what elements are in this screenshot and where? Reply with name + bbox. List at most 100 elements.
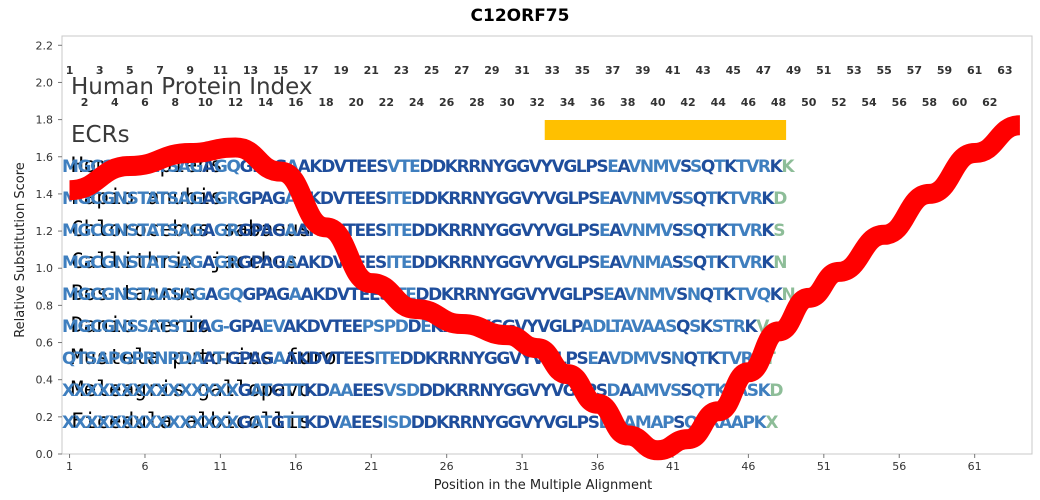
residue: S [712, 317, 723, 337]
residue: R [733, 317, 746, 337]
residue: S [127, 253, 138, 273]
protein-index-number: 63 [997, 64, 1012, 77]
residue: L [568, 253, 579, 273]
residue: S [167, 253, 178, 273]
protein-index-number: 41 [665, 64, 680, 77]
residue: A [191, 349, 205, 369]
x-axis: 1 6 11 16 21 26 31 36 41 46 51 56 61 [66, 454, 982, 473]
residue: G [101, 189, 114, 209]
residue: R [750, 189, 763, 209]
residue: E [409, 157, 420, 177]
x-tick-label: 46 [741, 460, 755, 473]
residue: I [386, 189, 391, 209]
residue: L [568, 189, 579, 209]
residue: A [181, 285, 195, 305]
residue: Y [531, 413, 545, 433]
residue: E [361, 413, 372, 433]
residue: S [170, 285, 181, 305]
residue: T [391, 221, 403, 241]
residue: S [588, 253, 599, 273]
residue: G [555, 189, 568, 209]
residue: Q [226, 157, 240, 177]
residue: R [457, 157, 470, 177]
residue: Y [488, 285, 502, 305]
residue: K [770, 157, 784, 177]
residue: N [114, 253, 127, 273]
residue: G [504, 157, 517, 177]
residue: E [362, 381, 373, 401]
residue: G [238, 189, 251, 209]
residue: K [716, 253, 730, 273]
residue: P [384, 317, 396, 337]
residue: T [261, 381, 273, 401]
protein-index-number: 18 [318, 96, 333, 109]
residue: S [167, 189, 178, 209]
residue: Y [531, 221, 545, 241]
species-name: Mustela putorius furo [71, 345, 337, 369]
residue: G [512, 285, 525, 305]
y-axis-label: Relative Substitution Score [13, 162, 28, 338]
residue: G [228, 317, 241, 337]
residue: D [316, 413, 330, 433]
residue: N [114, 317, 127, 337]
protein-index-number: 1 [66, 64, 74, 77]
residue: R [456, 381, 469, 401]
residue: Q [62, 349, 76, 369]
residue: Y [492, 157, 506, 177]
residue: D [419, 381, 433, 401]
protein-index-number: 46 [741, 96, 757, 109]
chart-title: C12ORF75 [471, 6, 570, 26]
species-sequence: MGCGNSSATSTTAG-GPAEVAKDVTEEPSPDDEKRRNYGG… [62, 317, 770, 337]
residue: X [85, 413, 98, 433]
residue: T [349, 285, 361, 305]
residue: K [441, 285, 455, 305]
residue: V [668, 157, 682, 177]
residue: Y [525, 317, 539, 337]
residue: T [706, 189, 718, 209]
residue: N [632, 221, 645, 241]
residue: N [154, 349, 167, 369]
residue: A [339, 413, 353, 433]
residue: S [673, 413, 684, 433]
residue: T [399, 157, 411, 177]
residue: V [738, 253, 752, 273]
residue: N [472, 221, 485, 241]
residue: G [192, 285, 205, 305]
protein-index-number: 37 [605, 64, 620, 77]
species-sequence: MGCGNSTATSAGAGRGPAGAAKDVTEESITEDDKRRNYGG… [62, 253, 786, 273]
residue: L [567, 413, 578, 433]
x-tick-label: 1 [66, 460, 73, 473]
residue: E [355, 221, 366, 241]
y-axis: 0.0 0.2 0.4 0.6 0.8 1.0 1.2 1.4 1.6 1.8 2.0 2.2 [36, 39, 62, 461]
residue: K [761, 189, 775, 209]
protein-index-number: 61 [967, 64, 982, 77]
ecr-bars [544, 120, 787, 140]
residue: G [271, 413, 284, 433]
residue: D [423, 413, 437, 433]
residue: S [665, 317, 676, 337]
protein-index-number: 43 [695, 64, 710, 77]
ecrs-label: ECRs [71, 122, 130, 148]
residue: V [543, 253, 557, 273]
residue: A [329, 381, 343, 401]
residue: G [496, 253, 509, 273]
residue: P [577, 253, 589, 273]
residue: G [101, 221, 114, 241]
residue: V [746, 157, 760, 177]
residue: T [157, 221, 169, 241]
residue: V [608, 349, 622, 369]
protein-index-number: 12 [228, 96, 243, 109]
residue: S [375, 253, 386, 273]
residue: K [437, 253, 451, 273]
residue: N [472, 253, 485, 273]
protein-index-number: 11 [213, 64, 228, 77]
residue: A [285, 221, 299, 241]
residue: R [758, 157, 771, 177]
residue: D [411, 189, 425, 209]
residue: S [167, 221, 178, 241]
residue: X [214, 413, 227, 433]
residue: G [78, 317, 91, 337]
residue: R [448, 189, 461, 209]
residue: G [214, 221, 227, 241]
residue: V [738, 189, 752, 209]
